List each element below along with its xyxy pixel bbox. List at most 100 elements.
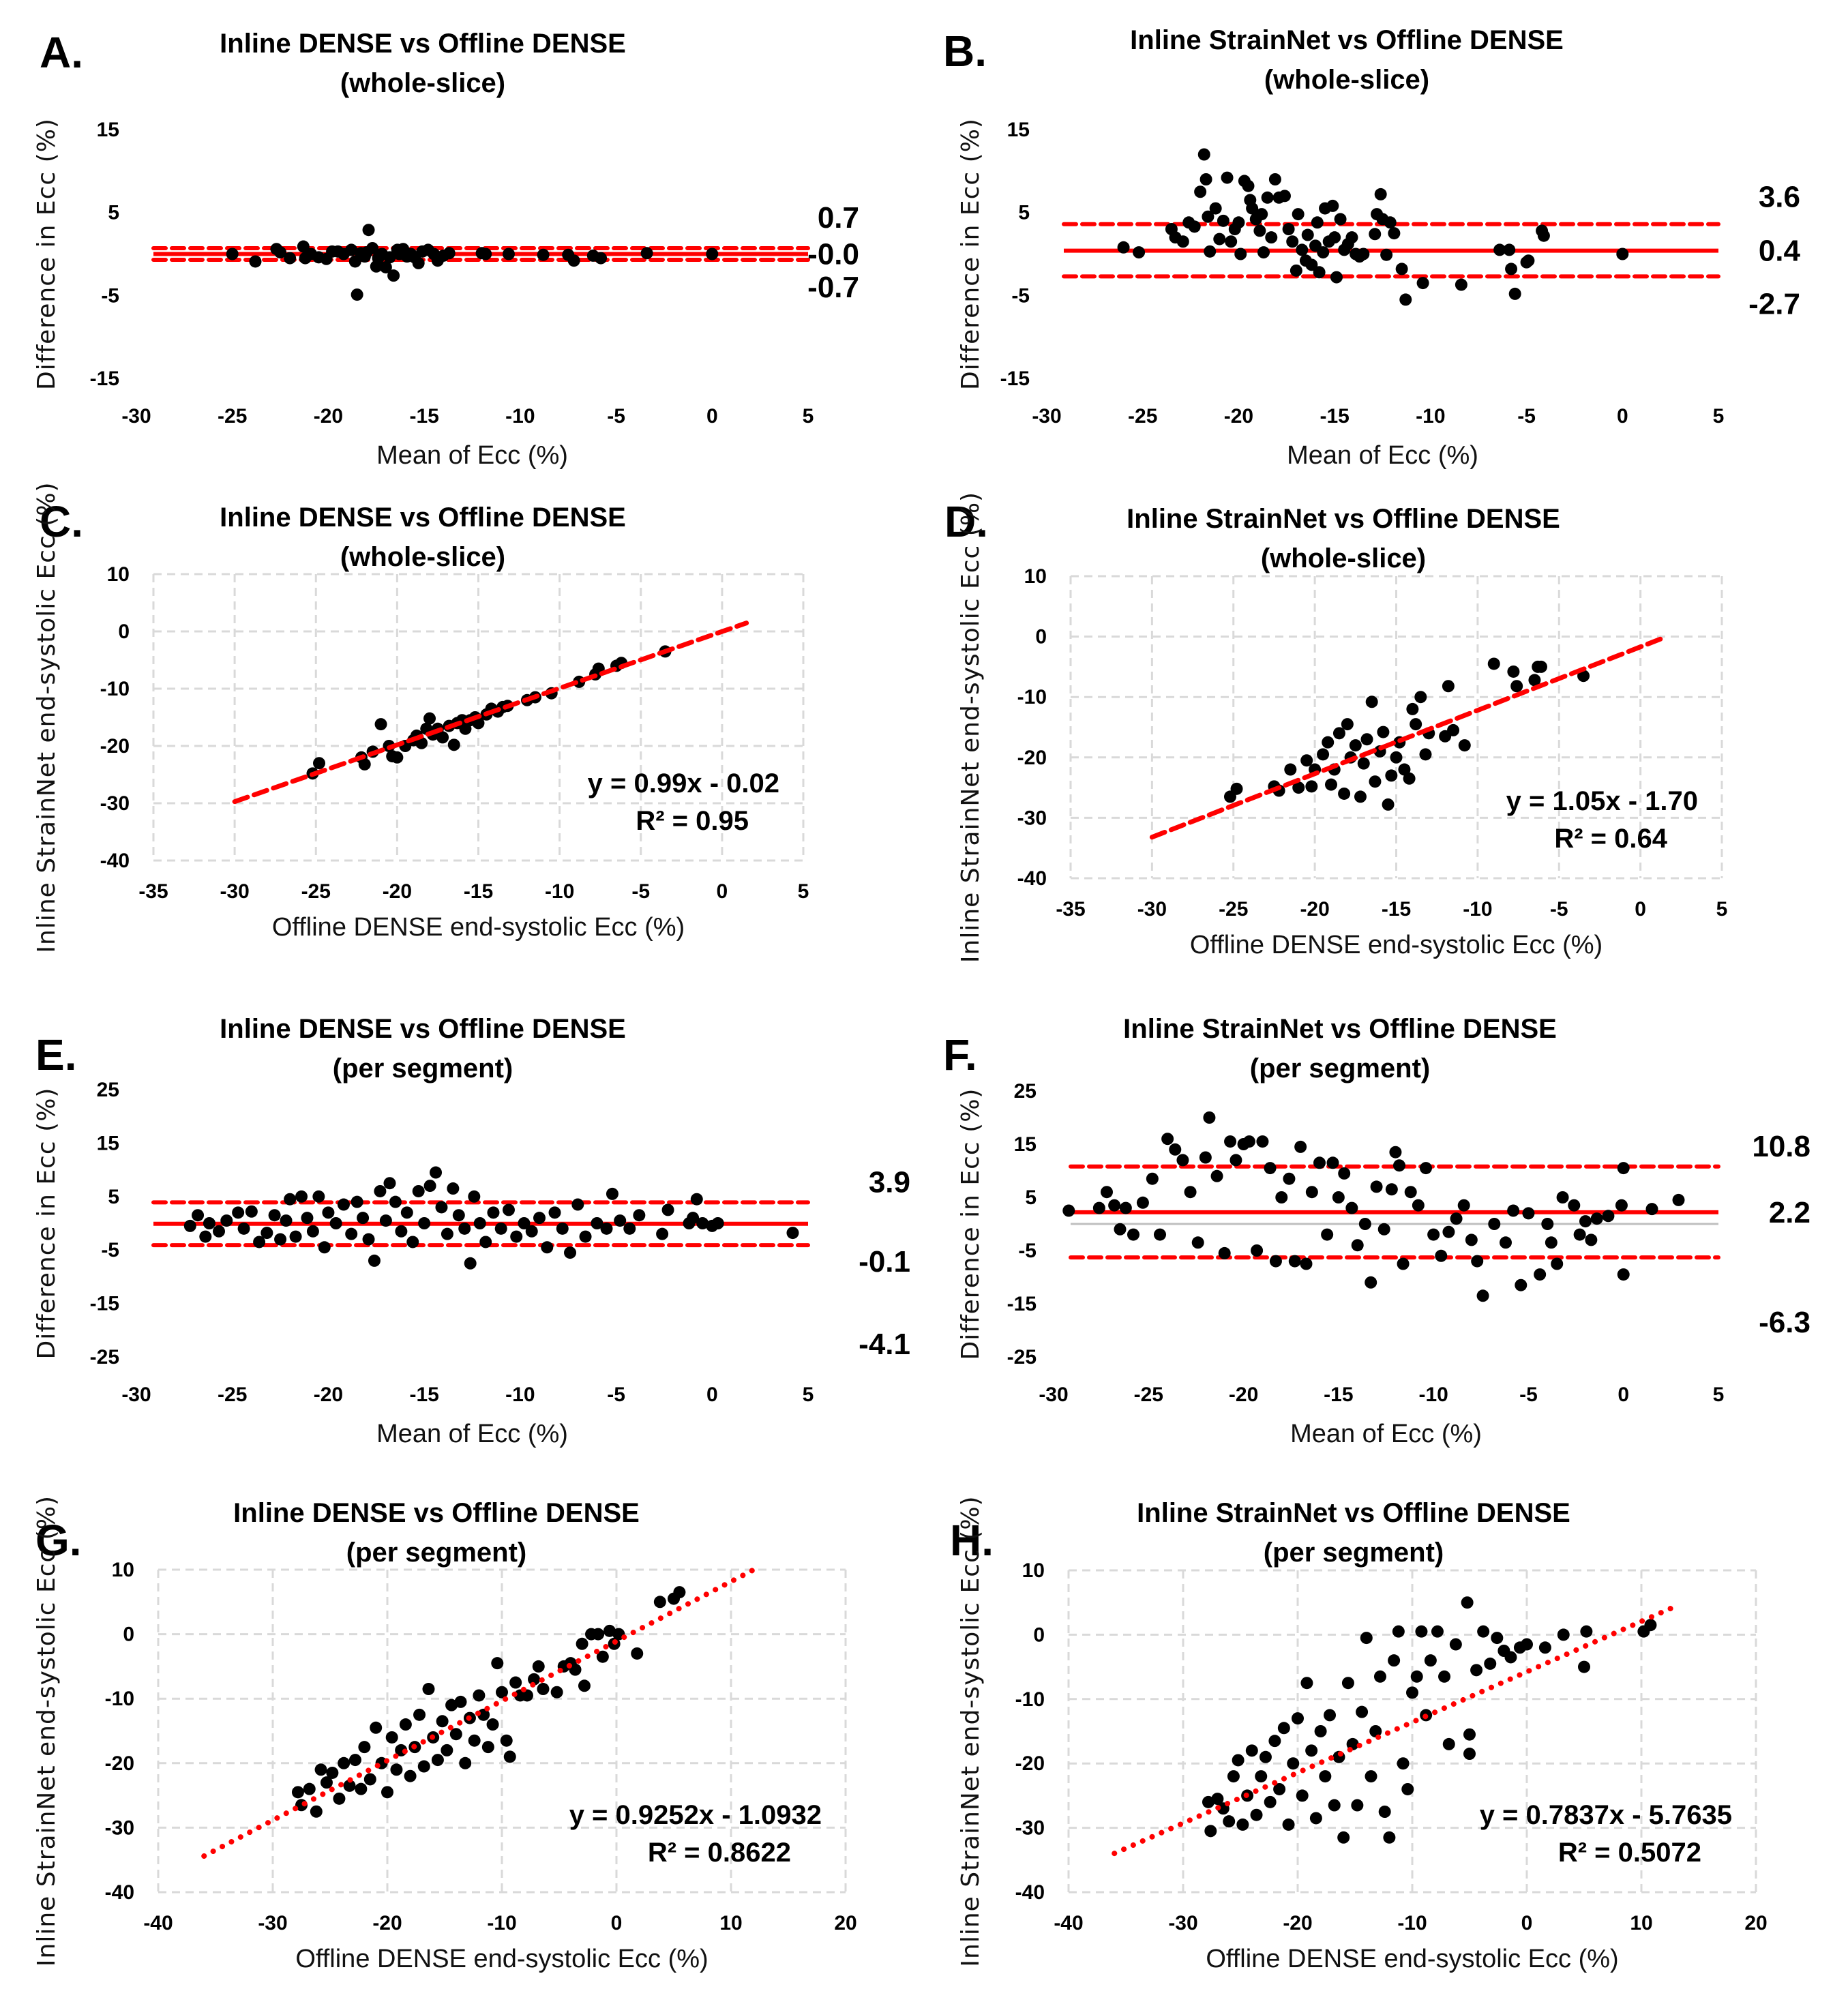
data-point: [1493, 243, 1506, 256]
y-tick-label: -15: [1000, 368, 1030, 390]
data-point: [1463, 1748, 1476, 1761]
data-point: [711, 1217, 724, 1229]
x-tick-label: -10: [1418, 1384, 1448, 1406]
regression-equation: y = 0.99x - 0.02: [588, 768, 779, 798]
data-point: [1383, 1831, 1396, 1844]
data-point: [362, 1233, 375, 1246]
data-point: [578, 1679, 591, 1692]
data-point: [1341, 718, 1354, 731]
y-tick-label: -25: [90, 1346, 119, 1369]
x-tick-label: -10: [545, 880, 574, 903]
y-tick-label: 5: [1018, 202, 1030, 224]
data-point: [528, 1673, 541, 1686]
y-tick-label: -15: [90, 368, 119, 390]
data-point: [366, 241, 379, 254]
x-tick-label: -5: [607, 1384, 625, 1406]
data-point: [310, 1805, 323, 1818]
data-point: [661, 1203, 674, 1216]
data-point: [343, 1779, 356, 1792]
panel-title-line1: Inline StrainNet vs Offline DENSE: [1123, 1014, 1557, 1044]
data-point: [1357, 757, 1370, 770]
data-point: [1317, 748, 1330, 761]
data-point: [1442, 1225, 1455, 1238]
data-point: [640, 247, 653, 260]
panel-title: Inline DENSE vs Offline DENSE (per segme…: [225, 1493, 648, 1572]
panel-h: H. Inline StrainNet vs Offline DENSE (pe…: [924, 1480, 1848, 1989]
x-tick-label: -30: [258, 1912, 287, 1934]
data-point: [447, 738, 460, 751]
data-point: [383, 1177, 396, 1190]
data-point: [1504, 1651, 1517, 1664]
data-point: [1232, 216, 1245, 229]
data-point: [1645, 1203, 1658, 1216]
x-tick-label: 5: [1713, 405, 1725, 428]
y-axis-label: Inline StrainNet end-systolic Ecc (%): [33, 481, 61, 953]
y-tick-label: 0: [123, 1624, 134, 1646]
x-axis-label: Mean of Ecc (%): [376, 441, 568, 470]
x-tick-label: -35: [138, 880, 168, 903]
data-point: [537, 248, 550, 261]
data-point: [1415, 1625, 1428, 1638]
y-tick-label: -20: [100, 735, 130, 758]
data-point: [1488, 1218, 1501, 1230]
data-point: [1578, 1660, 1590, 1673]
data-point: [454, 1695, 467, 1708]
panel-title-line1: Inline DENSE vs Offline DENSE: [220, 503, 626, 533]
x-tick-label: -15: [1320, 405, 1349, 428]
data-point: [1268, 173, 1281, 185]
data-point: [1461, 1596, 1474, 1609]
x-tick-label: 10: [1630, 1912, 1652, 1934]
data-point: [291, 1786, 304, 1799]
data-point: [1311, 216, 1324, 229]
data-point: [333, 1792, 346, 1805]
x-tick-label: 0: [1617, 405, 1628, 428]
loa-annotation: -6.3: [1759, 1306, 1810, 1339]
data-point: [487, 1206, 500, 1219]
data-point: [301, 1212, 314, 1225]
data-point: [1341, 1677, 1354, 1690]
data-point: [1447, 723, 1460, 736]
data-point: [1330, 271, 1343, 284]
data-point: [1184, 1186, 1197, 1199]
data-point: [690, 1193, 703, 1206]
x-tick-label: -15: [409, 1384, 438, 1406]
data-point: [1288, 1255, 1301, 1268]
x-tick-label: -20: [1224, 405, 1253, 428]
data-point: [1255, 1770, 1268, 1783]
data-point: [268, 1209, 281, 1222]
data-point: [295, 1190, 308, 1203]
loa-annotation: 10.8: [1752, 1130, 1810, 1163]
x-tick-label: -5: [1519, 1384, 1538, 1406]
data-point: [1326, 199, 1339, 212]
data-point: [1442, 680, 1455, 693]
panel-label: B.: [943, 27, 987, 76]
data-point: [550, 1686, 563, 1699]
data-point: [459, 1756, 472, 1769]
y-axis-label: Inline StrainNet end-systolic Ecc (%): [957, 492, 985, 963]
data-point: [1101, 1186, 1113, 1199]
data-point: [1373, 1670, 1386, 1683]
y-axis-label: Difference in Ecc (%): [957, 118, 985, 390]
data-point: [1119, 1201, 1132, 1214]
x-tick-label: 0: [1618, 1384, 1629, 1406]
y-tick-label: -10: [100, 678, 130, 700]
data-point: [1210, 1169, 1223, 1182]
data-point: [387, 269, 400, 282]
data-point: [1557, 1628, 1570, 1641]
data-point: [473, 1217, 486, 1229]
data-point: [313, 757, 326, 770]
data-point: [1374, 188, 1387, 200]
x-tick-label: -40: [1054, 1912, 1083, 1934]
data-point: [1392, 1625, 1405, 1638]
data-point: [1477, 1625, 1490, 1638]
y-tick-label: 15: [1007, 119, 1030, 141]
data-point: [1221, 171, 1234, 184]
chart-a: -30 -25 -20 -15 -10 -5 0 5 15 5 -5 -15 Mean of Ecc (…: [33, 118, 859, 470]
panel-label: C.: [40, 497, 83, 546]
data-point: [374, 718, 387, 731]
x-tick-label: -30: [121, 405, 151, 428]
data-point: [203, 1217, 215, 1229]
y-tick-label: 10: [1022, 1559, 1045, 1582]
data-point: [596, 1650, 609, 1663]
y-tick-label: 10: [107, 563, 130, 586]
